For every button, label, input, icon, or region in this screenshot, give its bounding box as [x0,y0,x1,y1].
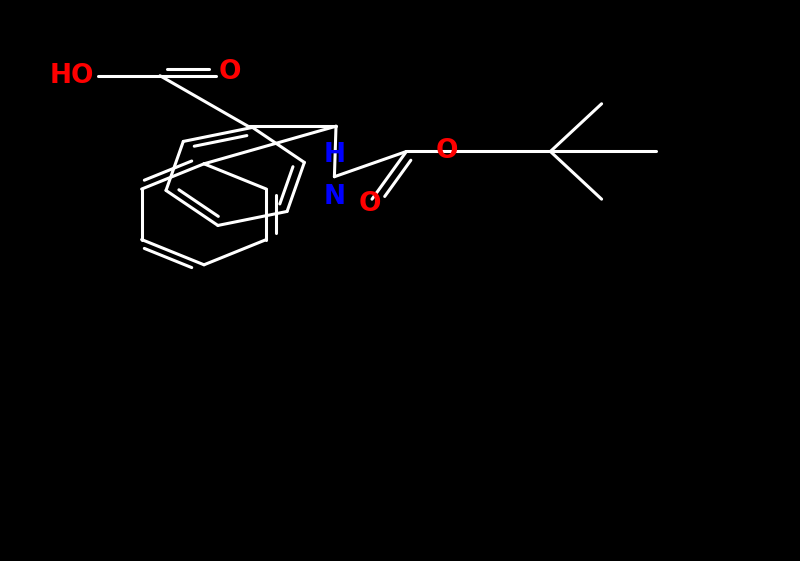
Text: H: H [323,142,346,168]
Text: N: N [323,184,346,210]
Text: O: O [358,191,381,217]
Text: O: O [435,139,458,164]
Text: HO: HO [50,63,94,89]
Text: O: O [218,59,241,85]
